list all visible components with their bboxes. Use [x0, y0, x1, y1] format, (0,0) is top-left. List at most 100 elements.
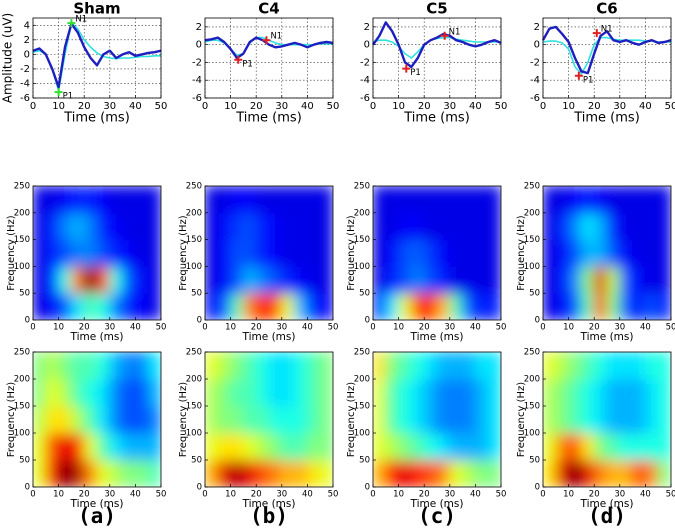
y-tick-label: 50 — [19, 456, 30, 466]
heatmap-cell — [96, 459, 111, 487]
heatmap-cell — [474, 352, 489, 380]
heatmap-cell — [593, 432, 608, 461]
x-tick-label: 30 — [276, 490, 287, 500]
heatmap-cell — [436, 265, 451, 294]
heatmap-cell — [619, 265, 634, 294]
heatmap-cell — [632, 265, 646, 294]
heatmap-cell — [255, 292, 270, 320]
heatmap-cell — [555, 186, 570, 214]
y-tick-label: 2 — [534, 22, 540, 33]
y-tick-label: 200 — [186, 208, 202, 218]
x-tick-label: 40 — [130, 323, 141, 333]
plot-frame — [204, 351, 334, 488]
heatmap-cell — [45, 292, 60, 320]
plot-frame — [32, 351, 162, 488]
heatmap-cell — [487, 212, 501, 241]
y-tick-label: 0 — [197, 483, 202, 493]
heatmap-cell — [122, 459, 136, 487]
heatmap-cells — [33, 352, 161, 487]
x-tick-label: 10 — [53, 323, 64, 333]
heatmap-cell — [657, 212, 671, 241]
y-tick-label: 100 — [524, 262, 540, 272]
peak-label: P1 — [63, 92, 74, 102]
heatmap-cell — [555, 292, 570, 320]
heatmap-cell — [134, 212, 149, 241]
heatmap-cell — [568, 186, 582, 214]
heatmap-cell — [449, 186, 464, 214]
y-tick-label: 150 — [354, 402, 370, 412]
y-tick-label: 0 — [196, 40, 202, 51]
heatmap-cell — [474, 292, 489, 320]
heatmap-cell — [281, 378, 296, 407]
heatmap-cell — [217, 239, 232, 267]
heatmap-cell — [255, 352, 270, 380]
heatmap-cell — [294, 292, 308, 320]
plot-frame — [542, 185, 672, 321]
heatmap-cell — [294, 265, 308, 294]
heatmap-cell — [255, 239, 270, 267]
heatmap-cell — [423, 378, 438, 407]
heatmap-cell — [543, 212, 557, 241]
plot-frame — [32, 185, 162, 321]
peak-marker — [574, 71, 583, 80]
heatmap-cell — [147, 186, 161, 214]
heatmap-cell — [281, 405, 296, 434]
heatmap-cell — [255, 378, 270, 407]
heatmap-cell — [657, 239, 671, 267]
y-tick-label: 150 — [14, 235, 30, 245]
heatmap-cell — [281, 432, 296, 461]
heatmap-cell — [462, 432, 476, 461]
x-tick-label: 40 — [129, 101, 142, 112]
y-tick-label: 0 — [534, 40, 540, 51]
heatmap-cell — [398, 292, 412, 320]
heatmap-cell — [205, 292, 219, 320]
y-tick-label: 2 — [196, 22, 202, 33]
heatmap-cell — [423, 459, 438, 487]
heatmap-cell — [555, 405, 570, 434]
heatmap-cell — [543, 432, 557, 461]
y-tick-label: 150 — [186, 402, 202, 412]
heatmap-cell — [462, 265, 476, 294]
heatmap-cell — [487, 265, 501, 294]
heatmap-cell — [373, 352, 387, 380]
heatmap-cell — [230, 239, 244, 267]
heatmap-cell — [462, 405, 476, 434]
y-tick-label: 100 — [14, 429, 30, 439]
x-tick-label: 30 — [443, 101, 456, 112]
x-tick-label: 10 — [225, 490, 236, 500]
heatmap-cell — [33, 212, 47, 241]
heatmap-cell — [593, 405, 608, 434]
y-tick-label: 50 — [359, 456, 370, 466]
heatmap-area — [205, 186, 333, 320]
heatmap-cell — [83, 432, 98, 461]
heatmap-cell — [58, 378, 72, 407]
heatmap-cell — [268, 239, 283, 267]
x-tick-label: 50 — [666, 490, 675, 500]
peak-label: N1 — [601, 25, 613, 35]
heatmap-area — [373, 352, 501, 487]
heatmap-cell — [96, 212, 111, 241]
heatmap-cell — [657, 186, 671, 214]
waveform — [32, 22, 161, 92]
x-tick-label: 20 — [251, 490, 262, 500]
heatmap-cell — [474, 265, 489, 294]
peak-label: N1 — [270, 32, 282, 42]
waveform — [372, 36, 501, 59]
heatmap-cell — [268, 378, 283, 407]
heatmap-cell — [205, 432, 219, 461]
y-tick-label: -4 — [530, 75, 540, 86]
heatmap-cell — [568, 432, 582, 461]
heatmap-cell — [398, 352, 412, 380]
heatmap-cell — [555, 432, 570, 461]
heatmap-cell — [423, 265, 438, 294]
heatmap-cell — [83, 378, 98, 407]
y-tick-label: 250 — [14, 182, 30, 192]
x-tick-label: 50 — [155, 101, 168, 112]
y-tick-label: -2 — [360, 57, 370, 68]
x-axis-label: Time (ms) — [63, 111, 130, 126]
x-tick-label: 30 — [444, 490, 455, 500]
heatmap-cell — [398, 265, 412, 294]
heatmap-cell — [96, 292, 111, 320]
x-tick-label: 50 — [495, 101, 508, 112]
x-axis-label: Time (ms) — [70, 331, 124, 343]
